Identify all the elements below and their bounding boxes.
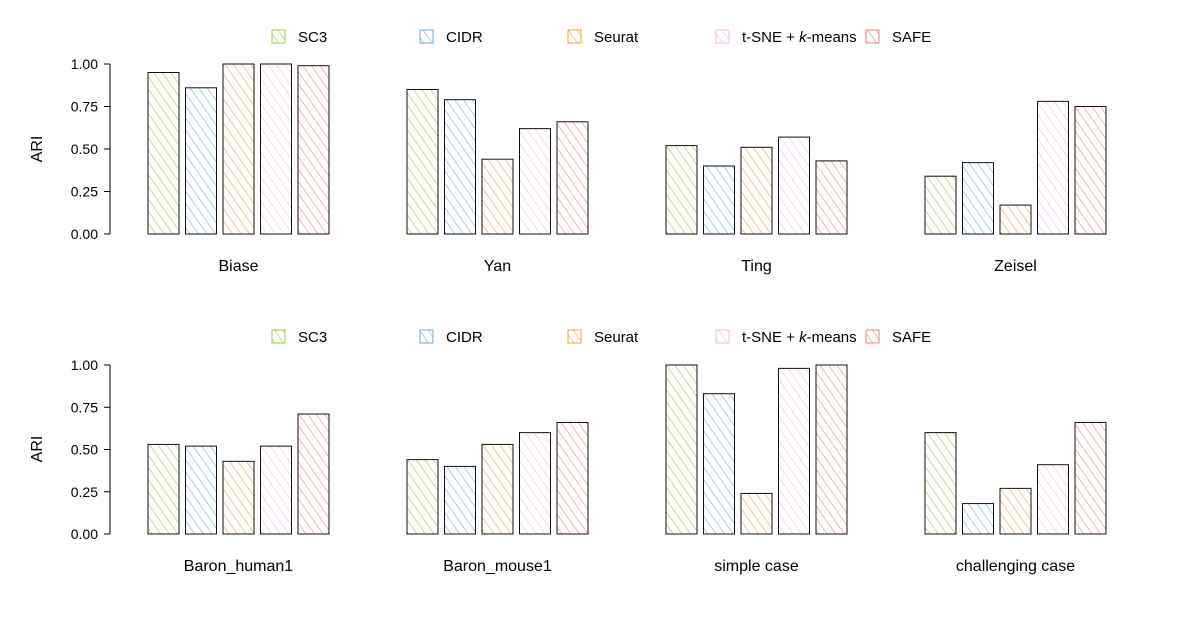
bar-baron-human1-safe — [297, 413, 330, 535]
chart-panel-bottom: 0.00 0.25 0.50 0.75 1.00 ARI Baron_human1 Baron… — [29, 329, 1107, 575]
bar-biase-sc3 — [147, 72, 180, 235]
legend-label-safe: SAFE — [892, 29, 931, 46]
y-tick-label: 0.00 — [71, 226, 98, 242]
legend-swatch-safe — [865, 329, 880, 344]
legend-label-cidr: CIDR — [446, 29, 483, 46]
chart-panel-top: 0.00 0.25 0.50 0.75 1.00 ARI Biase Yan Ting Zeise… — [29, 29, 1107, 275]
y-tick-label: 0.00 — [71, 526, 98, 542]
bar-yan-safe — [556, 121, 589, 235]
category-label-biase: Biase — [218, 258, 258, 275]
y-tick-label: 0.50 — [71, 442, 98, 458]
bar-simple-case-sc3 — [665, 364, 698, 535]
category-label-zeisel: Zeisel — [994, 258, 1037, 275]
bar-biase-seurat — [222, 63, 255, 235]
legend-swatch-sc3 — [271, 329, 286, 344]
y-tick-label: 1.00 — [71, 357, 98, 373]
bar-yan-sc3 — [406, 89, 439, 235]
y-axis-title: ARI — [29, 436, 46, 463]
bar-simple-case-safe — [815, 364, 848, 535]
bar-baron-mouse1-t-sne-k-means — [519, 432, 551, 535]
legend-swatch-safe — [865, 29, 880, 44]
legend-label-cidr: CIDR — [446, 329, 483, 346]
legend-swatch-t-sne-k-means — [715, 329, 730, 344]
bar-challenging-case-seurat — [999, 487, 1032, 535]
bar-ting-cidr — [703, 165, 735, 235]
bar-baron-mouse1-seurat — [481, 443, 514, 535]
bar-baron-mouse1-safe — [556, 421, 589, 535]
legend-swatch-cidr — [419, 29, 434, 44]
legend-swatch-t-sne-k-means — [715, 29, 730, 44]
legend-label-seurat: Seurat — [594, 329, 639, 346]
y-axis-title: ARI — [29, 136, 46, 163]
bar-baron-mouse1-sc3 — [406, 459, 439, 535]
bar-zeisel-t-sne-k-means — [1037, 100, 1069, 235]
bar-zeisel-cidr — [962, 162, 994, 235]
legend-swatch-seurat — [567, 329, 582, 344]
bar-ting-seurat — [740, 146, 773, 235]
category-label-simple-case: simple case — [714, 558, 799, 575]
y-tick-label: 0.75 — [71, 399, 98, 415]
category-label-baron-mouse1: Baron_mouse1 — [443, 558, 552, 575]
bar-ting-t-sne-k-means — [778, 136, 810, 235]
y-tick-label: 0.75 — [71, 99, 98, 115]
bar-ting-sc3 — [665, 145, 698, 235]
bar-biase-cidr — [185, 87, 217, 235]
legend-swatch-seurat — [567, 29, 582, 44]
bar-challenging-case-t-sne-k-means — [1037, 464, 1069, 535]
bar-zeisel-sc3 — [924, 175, 957, 235]
y-tick-label: 0.50 — [71, 141, 98, 157]
legend-label-seurat: Seurat — [594, 29, 639, 46]
bar-challenging-case-safe — [1074, 421, 1107, 535]
bar-zeisel-safe — [1074, 106, 1107, 235]
bar-yan-t-sne-k-means — [519, 128, 551, 235]
bar-challenging-case-sc3 — [924, 432, 957, 535]
bar-biase-t-sne-k-means — [260, 63, 292, 235]
bar-ting-safe — [815, 160, 848, 235]
category-label-ting: Ting — [741, 258, 772, 275]
bar-baron-human1-sc3 — [147, 443, 180, 535]
bar-simple-case-cidr — [703, 393, 735, 535]
legend-swatch-cidr — [419, 329, 434, 344]
category-label-challenging-case: challenging case — [956, 558, 1075, 575]
bar-zeisel-seurat — [999, 204, 1032, 235]
bar-baron-human1-t-sne-k-means — [260, 445, 292, 535]
legend-swatch-sc3 — [271, 29, 286, 44]
bar-simple-case-seurat — [740, 492, 773, 535]
bar-simple-case-t-sne-k-means — [778, 367, 810, 535]
y-tick-label: 0.25 — [71, 484, 98, 500]
bar-yan-cidr — [444, 99, 476, 235]
legend-label-safe: SAFE — [892, 329, 931, 346]
bar-baron-human1-cidr — [185, 445, 217, 535]
legend-label-sc3: SC3 — [298, 29, 327, 46]
legend-label-t-sne-k-means: t-SNE + k-means — [742, 29, 857, 46]
bar-baron-human1-seurat — [222, 460, 255, 535]
bar-biase-safe — [297, 65, 330, 235]
bar-challenging-case-cidr — [962, 503, 994, 535]
bar-baron-mouse1-cidr — [444, 465, 476, 535]
category-label-baron-human1: Baron_human1 — [184, 558, 294, 575]
legend-label-t-sne-k-means: t-SNE + k-means — [742, 329, 857, 346]
y-tick-label: 0.25 — [71, 184, 98, 200]
category-label-yan: Yan — [484, 258, 511, 275]
bar-yan-seurat — [481, 158, 514, 235]
y-tick-label: 1.00 — [71, 56, 98, 72]
legend-label-sc3: SC3 — [298, 329, 327, 346]
